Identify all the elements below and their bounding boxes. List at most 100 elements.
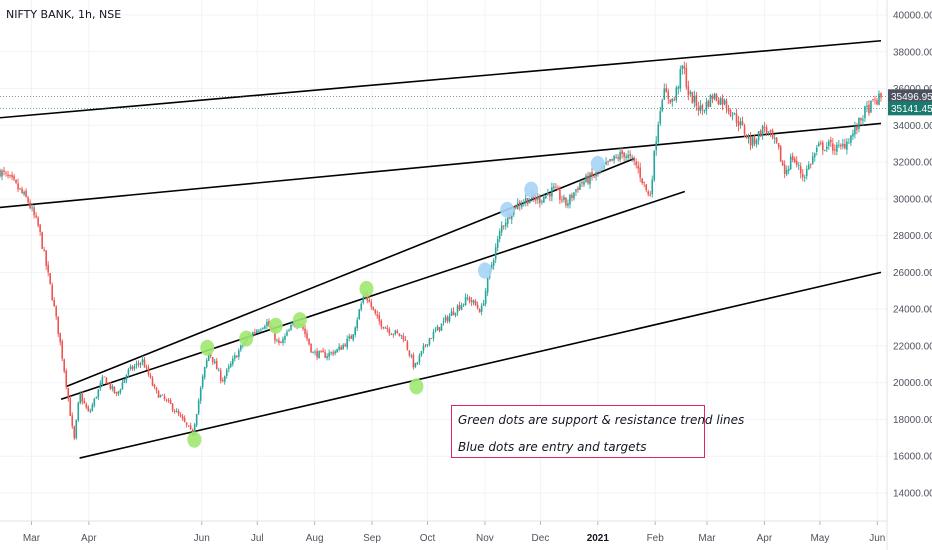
candle-body	[322, 350, 324, 353]
candle-body	[737, 121, 740, 126]
x-tick-label: Feb	[647, 533, 665, 544]
candle-body	[0, 169, 1, 177]
candle-body	[627, 155, 629, 158]
candle-body	[292, 323, 294, 325]
candle-body	[316, 351, 318, 358]
candle-body	[310, 343, 312, 353]
candle-body	[733, 112, 736, 115]
candle-body	[797, 165, 800, 167]
candle-body	[583, 181, 585, 185]
candle-body	[687, 86, 690, 96]
candle-body	[565, 197, 567, 206]
candle-body	[221, 380, 224, 382]
candle-body	[763, 127, 766, 129]
candle-body	[428, 338, 431, 345]
candle-body	[759, 130, 762, 137]
candle-body	[348, 336, 350, 339]
candle-body	[67, 387, 70, 399]
y-tick-label: 30000.00	[893, 194, 932, 205]
candle-body	[462, 303, 465, 305]
candle-body	[185, 422, 188, 425]
candle-body	[262, 327, 264, 329]
candle-body	[705, 101, 708, 111]
candle-body	[739, 121, 742, 126]
blue-dot	[590, 155, 605, 172]
candle-body	[637, 165, 639, 169]
trendline	[60, 190, 686, 400]
candle-body	[169, 399, 172, 404]
candle-body	[611, 158, 613, 161]
candle-body	[615, 156, 617, 158]
candle-body	[314, 351, 316, 353]
candle-body	[741, 121, 744, 125]
candle-body	[864, 106, 866, 119]
annotation-line-blue: Blue dots are entry and targets	[458, 440, 647, 454]
candle-body	[717, 100, 720, 105]
candle-body	[258, 330, 260, 332]
symbol-title: NIFTY BANK, 1h, NSE	[6, 8, 122, 21]
x-tick-label: Dec	[532, 533, 550, 544]
candle-body	[496, 239, 499, 248]
candle-body	[43, 249, 45, 251]
candle-body	[779, 146, 782, 162]
candle-body	[93, 398, 96, 406]
candle-body	[448, 315, 451, 322]
candle-body	[474, 301, 477, 306]
candle-body	[840, 144, 842, 147]
candle-body	[789, 156, 792, 170]
candle-body	[65, 370, 68, 388]
candle-body	[219, 370, 222, 381]
candle-body	[725, 100, 728, 109]
candle-body	[135, 363, 138, 366]
green-dot	[239, 330, 254, 347]
candle-body	[639, 167, 641, 178]
y-tick-label: 38000.00	[893, 47, 932, 58]
candle-body	[434, 330, 437, 332]
candle-body	[811, 156, 814, 164]
candle-body	[555, 187, 557, 189]
candle-body	[173, 411, 176, 412]
candle-body	[312, 352, 314, 353]
candle-body	[815, 147, 818, 153]
candle-body	[195, 414, 198, 426]
candle-body	[236, 355, 238, 358]
candle-body	[828, 141, 830, 146]
candle-body	[79, 393, 82, 403]
candle-body	[446, 317, 449, 322]
candle-body	[657, 124, 660, 142]
candle-body	[482, 303, 485, 306]
price-tag-current	[888, 89, 932, 104]
candle-body	[791, 155, 794, 160]
x-tick-label: Mar	[698, 533, 716, 544]
candle-body	[824, 150, 826, 151]
candle-body	[456, 305, 459, 313]
candle-body	[227, 366, 230, 370]
candle-body	[661, 100, 664, 111]
candle-body	[868, 104, 870, 114]
candle-body	[671, 98, 674, 102]
candle-body	[478, 309, 481, 313]
candle-body	[822, 142, 824, 151]
candle-body	[73, 426, 76, 439]
candle-body	[836, 144, 838, 152]
green-dot	[187, 431, 202, 448]
candle-body	[402, 335, 405, 340]
candle-body	[669, 99, 672, 103]
candle-body	[15, 179, 17, 183]
candle-body	[838, 144, 840, 146]
candle-body	[852, 133, 854, 137]
candle-body	[19, 188, 21, 190]
candle-body	[721, 97, 724, 105]
candle-body	[181, 416, 184, 419]
candle-body	[643, 181, 645, 183]
x-tick-label: Aug	[306, 533, 324, 544]
candle-body	[167, 399, 170, 401]
candle-body	[25, 190, 27, 197]
candle-body	[424, 345, 427, 347]
annotation-box[interactable]: Green dots are support & resistance tren…	[451, 405, 744, 458]
candle-body	[516, 202, 519, 209]
candle-body	[127, 369, 130, 375]
candle-body	[328, 352, 330, 357]
